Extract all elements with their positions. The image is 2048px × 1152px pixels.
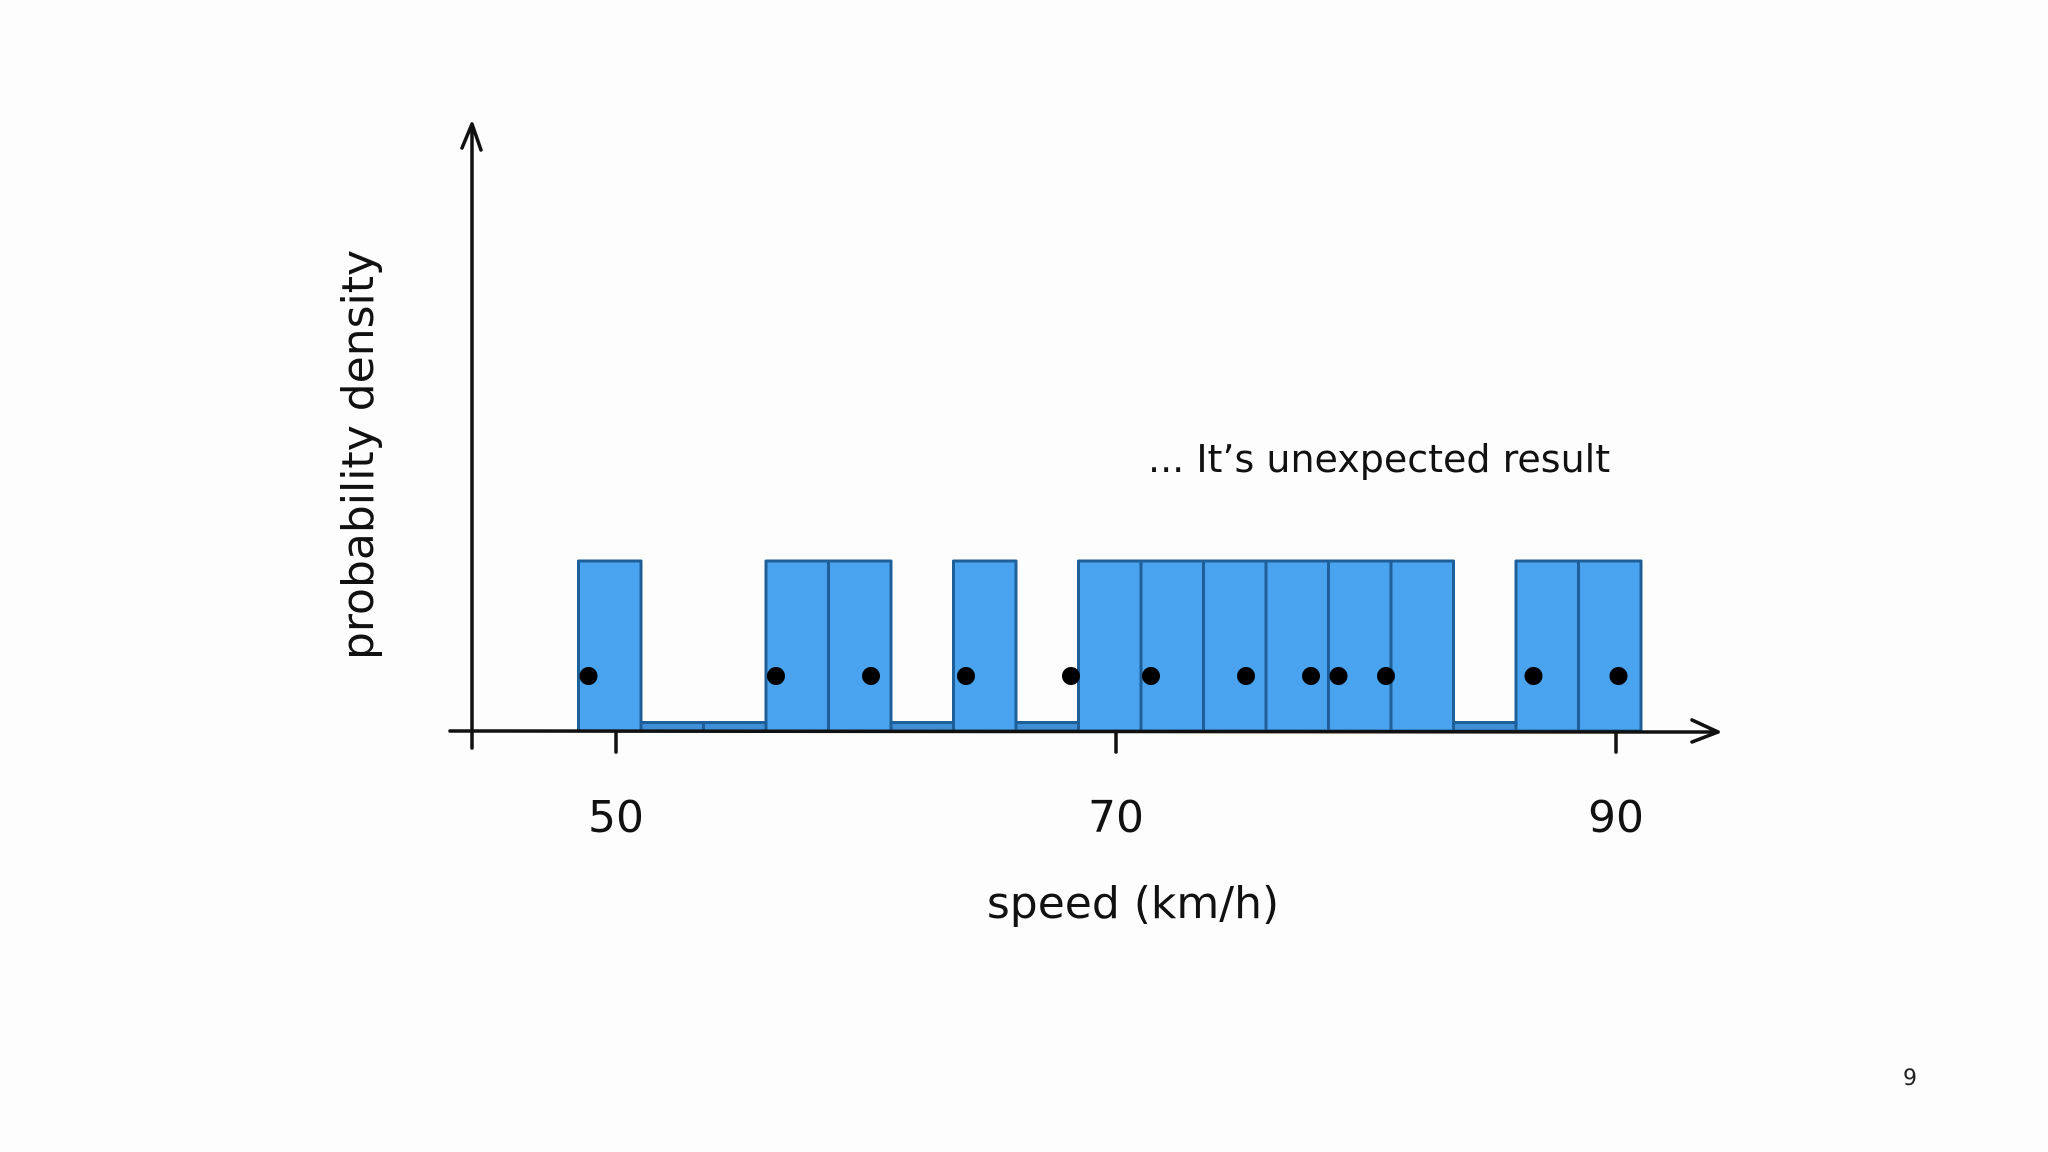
observation-point-5 <box>1142 667 1160 685</box>
histogram-bar-9 <box>1139 559 1205 733</box>
observation-point-3 <box>957 667 975 685</box>
observation-point-10 <box>1524 667 1543 685</box>
observation-point-1 <box>767 667 785 685</box>
axes <box>448 122 1720 750</box>
histogram-bar-6 <box>952 559 1018 733</box>
observation-point-9 <box>1377 667 1395 685</box>
histogram-bars <box>577 559 1643 733</box>
x-axis-label: speed (km/h) <box>987 878 1279 929</box>
slide-number: 9 <box>1903 1066 1917 1091</box>
histogram-bar-8 <box>1077 559 1143 733</box>
observation-points <box>579 667 1628 685</box>
observation-point-0 <box>579 667 598 685</box>
observation-point-6 <box>1237 667 1255 685</box>
y-axis-arrowhead <box>460 122 483 152</box>
histogram-bar-13 <box>1389 559 1455 733</box>
histogram-bar-15 <box>1514 559 1580 733</box>
observation-point-11 <box>1609 667 1628 685</box>
x-ticks: 50 70 90 <box>588 730 1644 843</box>
x-tick-label-90: 90 <box>1588 792 1644 843</box>
annotation-text: ... It’s unexpected result <box>1148 437 1610 481</box>
observation-point-8 <box>1329 667 1348 685</box>
x-axis-line <box>448 729 1720 734</box>
x-tick-label-50: 50 <box>588 792 644 843</box>
x-axis-arrowhead <box>1690 718 1720 744</box>
histogram-bar-3 <box>764 559 830 733</box>
histogram-bar-16 <box>1577 559 1643 733</box>
y-axis-label: probability density <box>333 250 384 660</box>
observation-point-7 <box>1302 667 1320 685</box>
x-tick-label-70: 70 <box>1088 792 1144 843</box>
histogram-bar-4 <box>827 559 893 733</box>
observation-point-4 <box>1062 667 1080 685</box>
observation-point-2 <box>862 667 880 685</box>
histogram-bar-10 <box>1202 559 1268 733</box>
histogram-bar-11 <box>1264 559 1330 733</box>
histogram-bar-14 <box>1452 721 1518 733</box>
histogram-bar-0 <box>577 559 643 733</box>
histogram-bar-12 <box>1327 559 1393 733</box>
